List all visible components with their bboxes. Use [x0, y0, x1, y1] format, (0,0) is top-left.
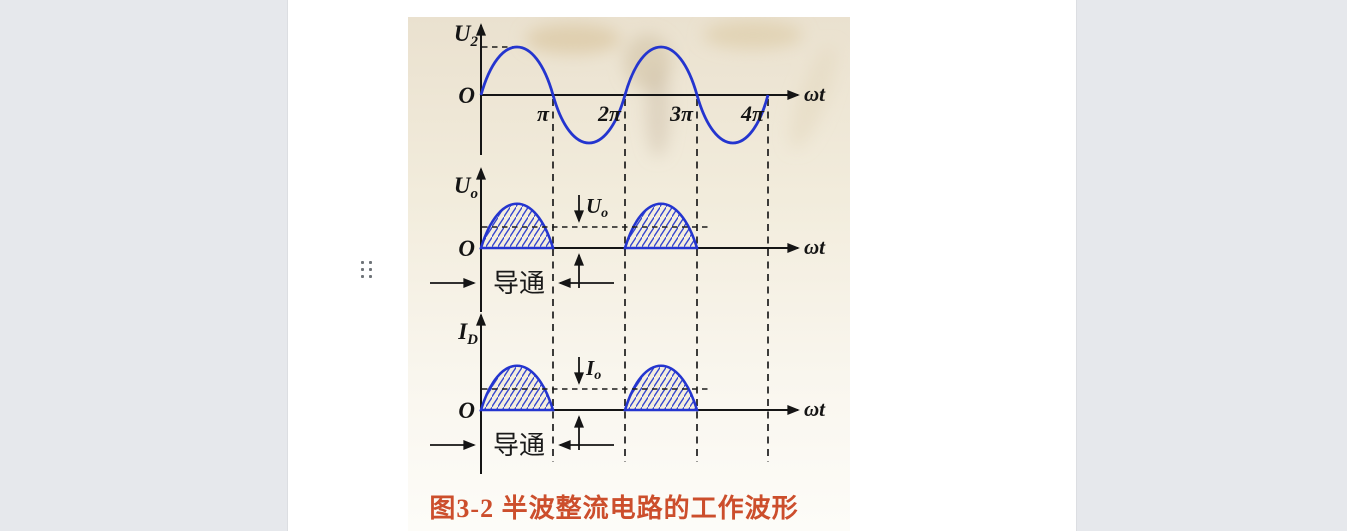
left-gutter	[0, 0, 288, 531]
tick-pi: π	[537, 101, 550, 126]
tick-3pi: 3π	[669, 101, 694, 126]
chart-uo: Uo Uo O ωt 导通	[430, 167, 826, 312]
waveform-figure-image[interactable]: U2 O ωt π 2π 3π 4π Uo Uo	[408, 17, 850, 531]
current-pulse-1	[479, 364, 555, 412]
origin-label: O	[458, 236, 475, 261]
omega-t-label: ωt	[804, 397, 826, 421]
pi-dashed-gridlines	[552, 99, 769, 462]
average-value-label: Io	[585, 356, 601, 383]
sine-wave-path	[479, 45, 770, 145]
origin-label: O	[458, 83, 475, 108]
conduction-label: 导通	[493, 430, 545, 460]
chart-u2: U2 O ωt π 2π 3π 4π	[454, 21, 826, 155]
tick-4pi: 4π	[740, 101, 765, 126]
conduction-label: 导通	[493, 268, 545, 298]
drag-handle-icon[interactable]	[361, 261, 376, 283]
right-gutter	[1076, 0, 1347, 531]
omega-t-label: ωt	[804, 82, 826, 106]
omega-t-label: ωt	[804, 235, 826, 259]
current-pulse-2	[623, 364, 699, 412]
tick-2pi: 2π	[597, 101, 622, 126]
waveform-figure-svg: U2 O ωt π 2π 3π 4π Uo Uo	[408, 17, 850, 531]
y-axis-label: U2	[454, 21, 479, 50]
rectified-pulse-1	[479, 202, 555, 250]
figure-caption: 图3-2 半波整流电路的工作波形	[429, 494, 799, 523]
average-value-label: Uo	[586, 194, 608, 221]
y-axis-label: ID	[457, 319, 478, 348]
x-tick-labels: π 2π 3π 4π	[537, 101, 765, 126]
chart-id: Io ID O ωt 导通	[430, 313, 826, 474]
y-axis-label: Uo	[454, 173, 478, 202]
origin-label: O	[458, 398, 475, 423]
rectified-pulse-2	[623, 202, 699, 250]
